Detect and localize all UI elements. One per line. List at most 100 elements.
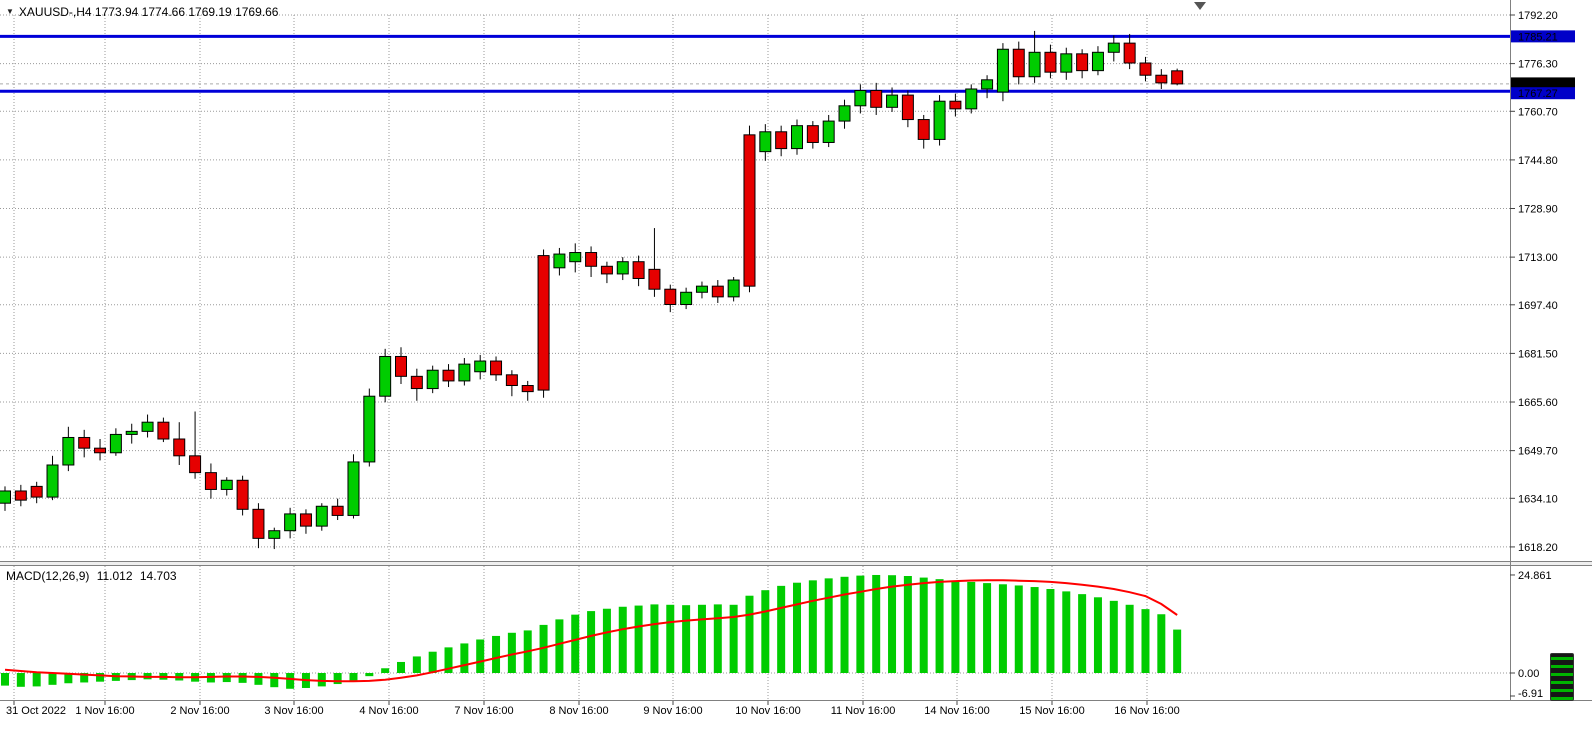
time-tick-label: 9 Nov 16:00	[643, 705, 702, 717]
candle	[1044, 44, 1057, 79]
candle	[806, 121, 819, 149]
macd-bar	[492, 635, 501, 673]
candle	[46, 455, 59, 501]
macd-bar	[1046, 589, 1055, 673]
candle-body	[569, 252, 582, 263]
macd-bar	[476, 639, 485, 673]
candle	[727, 276, 740, 302]
price-tick-label: 1697.40	[1518, 300, 1558, 312]
candle	[775, 125, 788, 157]
macd-bar	[697, 604, 706, 673]
candle	[1028, 30, 1041, 83]
price-tick-label: 1681.50	[1518, 348, 1558, 360]
candle	[1091, 46, 1104, 76]
macd-bar	[428, 651, 437, 673]
candle	[30, 481, 43, 504]
macd-value: 11.012	[96, 569, 133, 583]
macd-bar	[602, 608, 611, 673]
candle-body	[949, 100, 962, 110]
price-tick-label: 1760.70	[1518, 106, 1558, 118]
candle	[14, 484, 27, 507]
macd-bar	[1141, 609, 1150, 673]
macd-bar	[713, 604, 722, 673]
macd-bar	[729, 604, 738, 673]
candle	[537, 249, 550, 398]
candle-body	[1060, 53, 1073, 73]
candle	[949, 93, 962, 117]
candle-body	[981, 79, 994, 90]
time-axis[interactable]: 31 Oct 2022 1 Nov 16:00 2 Nov 16:00 3 Nov 1…	[6, 701, 1180, 717]
macd-bar	[998, 584, 1007, 673]
candle	[616, 257, 629, 281]
candle-body	[363, 395, 376, 463]
candle	[236, 475, 249, 516]
time-tick-label: 10 Nov 16:00	[735, 705, 800, 717]
macd-bar	[412, 656, 421, 673]
level-price-badge	[1511, 87, 1575, 100]
macd-bar	[222, 673, 231, 683]
price-tick-label: 1634.10	[1518, 493, 1558, 505]
candle-body	[965, 88, 978, 110]
level-price-badge	[1511, 30, 1575, 43]
candle	[331, 498, 344, 521]
candle-body	[125, 430, 138, 435]
price-axis[interactable]: 1792.20 1776.30 1760.70 1744.80 1728.90 1713.…	[1510, 10, 1575, 554]
candle	[505, 370, 518, 397]
macd-bar	[286, 673, 295, 689]
macd-bar	[349, 673, 358, 681]
candle-body	[933, 100, 946, 140]
macd-bar	[872, 574, 881, 673]
price-tick-label: 1776.30	[1518, 59, 1558, 71]
candle	[917, 114, 930, 149]
candle-body	[0, 490, 11, 504]
scroll-indicator[interactable]	[1550, 653, 1574, 701]
macd-bar	[634, 605, 643, 673]
panel-divider[interactable]	[0, 562, 1592, 565]
candle	[886, 87, 899, 112]
candle-body	[410, 375, 423, 390]
candle-body	[62, 436, 75, 466]
time-tick-label: 14 Nov 16:00	[924, 705, 989, 717]
candle-body	[46, 464, 59, 498]
candle-body	[426, 369, 439, 390]
level-price-badge-label: 1785.21	[1518, 31, 1558, 43]
candle	[410, 368, 423, 401]
candle	[965, 84, 978, 114]
current-price-badge	[1511, 77, 1575, 90]
candle	[822, 114, 835, 148]
macd-bar	[650, 604, 659, 673]
main-chart-area[interactable]	[0, 0, 1510, 561]
macd-bar	[16, 673, 25, 687]
candle	[0, 486, 11, 511]
candle	[284, 507, 297, 539]
candle	[109, 428, 122, 456]
time-tick-label: 11 Nov 16:00	[831, 705, 896, 717]
macd-bar	[96, 673, 105, 682]
macd-bar	[397, 661, 405, 673]
candle-body	[284, 513, 297, 532]
candle-body	[1028, 51, 1041, 78]
time-tick-label: 7 Nov 16:00	[454, 705, 513, 717]
candle-body	[775, 131, 788, 150]
candle-body	[1091, 51, 1104, 72]
candle	[1123, 33, 1136, 70]
candle-body	[695, 285, 708, 293]
price-tick-label: 1713.00	[1518, 252, 1558, 264]
macd-panel[interactable]	[0, 566, 1510, 700]
candle	[711, 280, 724, 303]
candle	[157, 417, 170, 443]
macd-signal-value: 14.703	[139, 569, 177, 583]
macd-bar	[1173, 629, 1182, 673]
candle-body	[901, 94, 914, 121]
candle	[838, 99, 851, 129]
candle-body	[648, 268, 661, 290]
macd-bar	[555, 619, 564, 673]
candle	[854, 84, 867, 114]
macd-bar	[507, 632, 516, 673]
candle	[933, 95, 946, 146]
candle	[743, 125, 756, 293]
price-tick-label: 1618.20	[1518, 542, 1558, 554]
macd-axis[interactable]: 24.861 0.00 -6.91	[1510, 570, 1552, 700]
